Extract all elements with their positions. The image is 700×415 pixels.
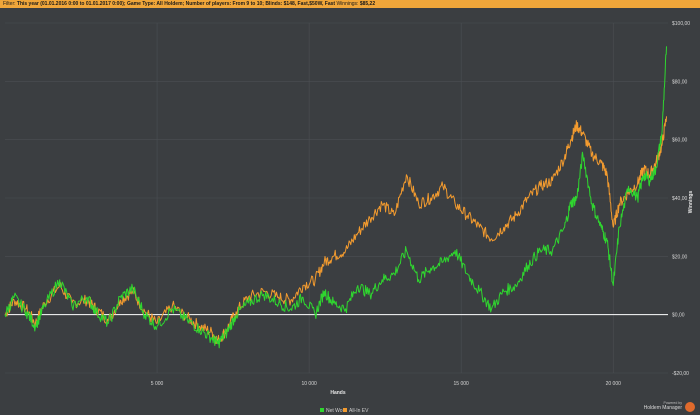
series-group: [4, 46, 667, 349]
legend-swatch-net-won: [320, 408, 324, 412]
legend-all-in-ev: All-In EV: [349, 408, 369, 414]
x-axis-title: Hands: [330, 390, 346, 396]
filter-text: Filter: This year (01.01.2016 0:00 to 01…: [0, 0, 375, 8]
filter-description: This year (01.01.2016 0:00 to 01.01.2017…: [16, 1, 336, 7]
y-tick-label: $0,00: [672, 313, 685, 319]
y-axis-title: Winnings: [688, 191, 694, 214]
filter-label: Filter:: [3, 1, 16, 7]
powered-by-text: Powered by: [663, 401, 682, 405]
x-axis-ticks: 5 000 10 000 15 000 20 000: [151, 381, 621, 387]
y-tick-label: $40,00: [672, 196, 688, 202]
legend: Net Won All-In EV: [320, 408, 369, 414]
x-tick-label: 20 000: [606, 381, 622, 387]
y-tick-label: $80,00: [672, 79, 688, 85]
y-tick-label: $100,00: [672, 21, 690, 27]
y-axis-ticks: -$20,00 $0,00 $20,00 $40,00 $60,00 $80,00 $100…: [672, 21, 690, 377]
x-tick-label: 5 000: [151, 381, 164, 387]
x-tick-label: 10 000: [301, 381, 317, 387]
legend-net-won: Net Won: [326, 408, 346, 414]
winnings-value: $85,22: [359, 1, 376, 7]
legend-swatch-all-in-ev: [343, 408, 347, 412]
y-tick-label: $20,00: [672, 254, 688, 260]
winnings-chart: -$20,00 $0,00 $20,00 $40,00 $60,00 $80,00 $100…: [4, 21, 694, 414]
y-tick-label: -$20,00: [672, 371, 689, 377]
y-tick-label: $60,00: [672, 138, 688, 144]
series-line-all-in-ev: [4, 116, 667, 345]
holdem-manager-logo-icon: [685, 402, 695, 412]
filter-bar: Filter: This year (01.01.2016 0:00 to 01…: [0, 0, 700, 8]
series-line-net-won: [4, 46, 667, 349]
x-tick-label: 15 000: [454, 381, 470, 387]
product-name: Holdem Manager: [643, 405, 682, 411]
winnings-label: Winnings:: [336, 1, 359, 7]
